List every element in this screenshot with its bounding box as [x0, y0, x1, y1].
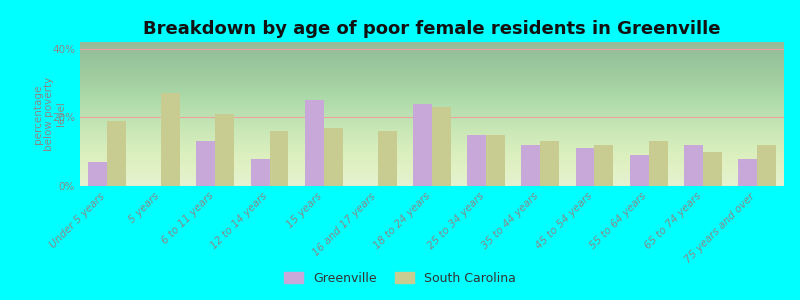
Bar [757, 145, 776, 186]
Title: Breakdown by age of poor female residents in Greenville: Breakdown by age of poor female resident… [143, 20, 721, 38]
Bar [305, 100, 324, 186]
Bar [215, 114, 234, 186]
Bar [486, 135, 505, 186]
Bar [197, 141, 215, 186]
Bar [467, 135, 486, 186]
Legend: Greenville, South Carolina: Greenville, South Carolina [278, 265, 522, 291]
Bar [649, 141, 667, 186]
Bar [413, 104, 432, 186]
Bar [684, 145, 702, 186]
Bar [432, 107, 451, 186]
Bar [270, 131, 289, 186]
Bar [250, 159, 270, 186]
Y-axis label: percentage
below poverty
level: percentage below poverty level [33, 77, 66, 151]
Bar [540, 141, 559, 186]
Bar [162, 93, 180, 186]
Bar [738, 159, 757, 186]
Bar [107, 121, 126, 186]
Bar [594, 145, 614, 186]
Bar [378, 131, 397, 186]
Bar [575, 148, 594, 186]
Bar [630, 155, 649, 186]
Bar [702, 152, 722, 186]
Bar [522, 145, 540, 186]
Bar [88, 162, 107, 186]
Bar [324, 128, 342, 186]
